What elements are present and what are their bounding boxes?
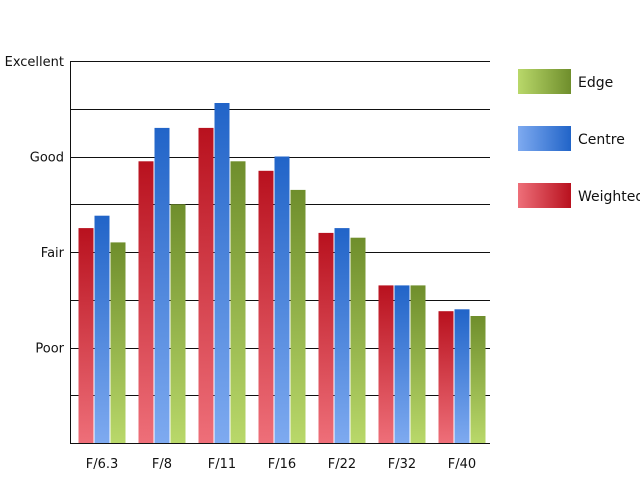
x-tick-label: F/32 xyxy=(388,457,416,472)
x-tick-label: F/6.3 xyxy=(86,457,119,472)
bar-edge-f-6-3 xyxy=(110,242,126,443)
bar-weighted-f-22 xyxy=(318,232,334,443)
x-tick-label: F/16 xyxy=(268,457,296,472)
x-tick-label: F/8 xyxy=(152,457,172,472)
bar-edge-f-32 xyxy=(410,285,426,443)
legend-label-edge: Edge xyxy=(578,75,613,91)
bar-centre-f-32 xyxy=(394,285,410,443)
x-tick-label: F/22 xyxy=(328,457,356,472)
legend-swatch-centre xyxy=(518,126,571,151)
bar-weighted-f-6-3 xyxy=(78,228,94,443)
bar-centre-f-11 xyxy=(214,103,230,443)
bar-edge-f-16 xyxy=(290,189,306,443)
y-tick-label: Excellent xyxy=(5,55,64,70)
axes xyxy=(70,61,490,444)
x-tick-label: F/11 xyxy=(208,457,236,472)
bar-centre-f-6-3 xyxy=(94,215,110,443)
bar-weighted-f-11 xyxy=(198,127,214,444)
legend: Edge Centre Weighted xyxy=(518,69,640,208)
legend-label-centre: Centre xyxy=(578,132,625,148)
legend-swatch-edge xyxy=(518,69,571,94)
legend-label-weighted: Weighted xyxy=(578,189,640,205)
bar-centre-f-8 xyxy=(154,127,170,444)
bar-weighted-f-40 xyxy=(438,311,454,443)
legend-swatch-weighted xyxy=(518,183,571,208)
y-tick-label: Good xyxy=(30,151,64,166)
bar-centre-f-22 xyxy=(334,228,350,443)
bar-weighted-f-16 xyxy=(258,170,274,444)
x-tick-labels: F/6.3 F/8 F/11 F/16 F/22 F/32 F/40 xyxy=(86,457,476,472)
bar-edge-f-22 xyxy=(350,237,366,443)
bar-weighted-f-32 xyxy=(378,285,394,443)
y-tick-label: Poor xyxy=(35,342,64,357)
y-tick-labels: Poor Fair Good Excellent xyxy=(5,55,65,357)
bar-edge-f-11 xyxy=(230,161,246,444)
bar-edge-f-8 xyxy=(170,204,186,444)
bar-centre-f-16 xyxy=(274,156,290,443)
bars xyxy=(78,103,486,444)
y-tick-label: Fair xyxy=(41,246,65,261)
bar-weighted-f-8 xyxy=(138,161,154,444)
x-tick-label: F/40 xyxy=(448,457,476,472)
bar-centre-f-40 xyxy=(454,309,470,443)
bar-edge-f-40 xyxy=(470,316,486,443)
